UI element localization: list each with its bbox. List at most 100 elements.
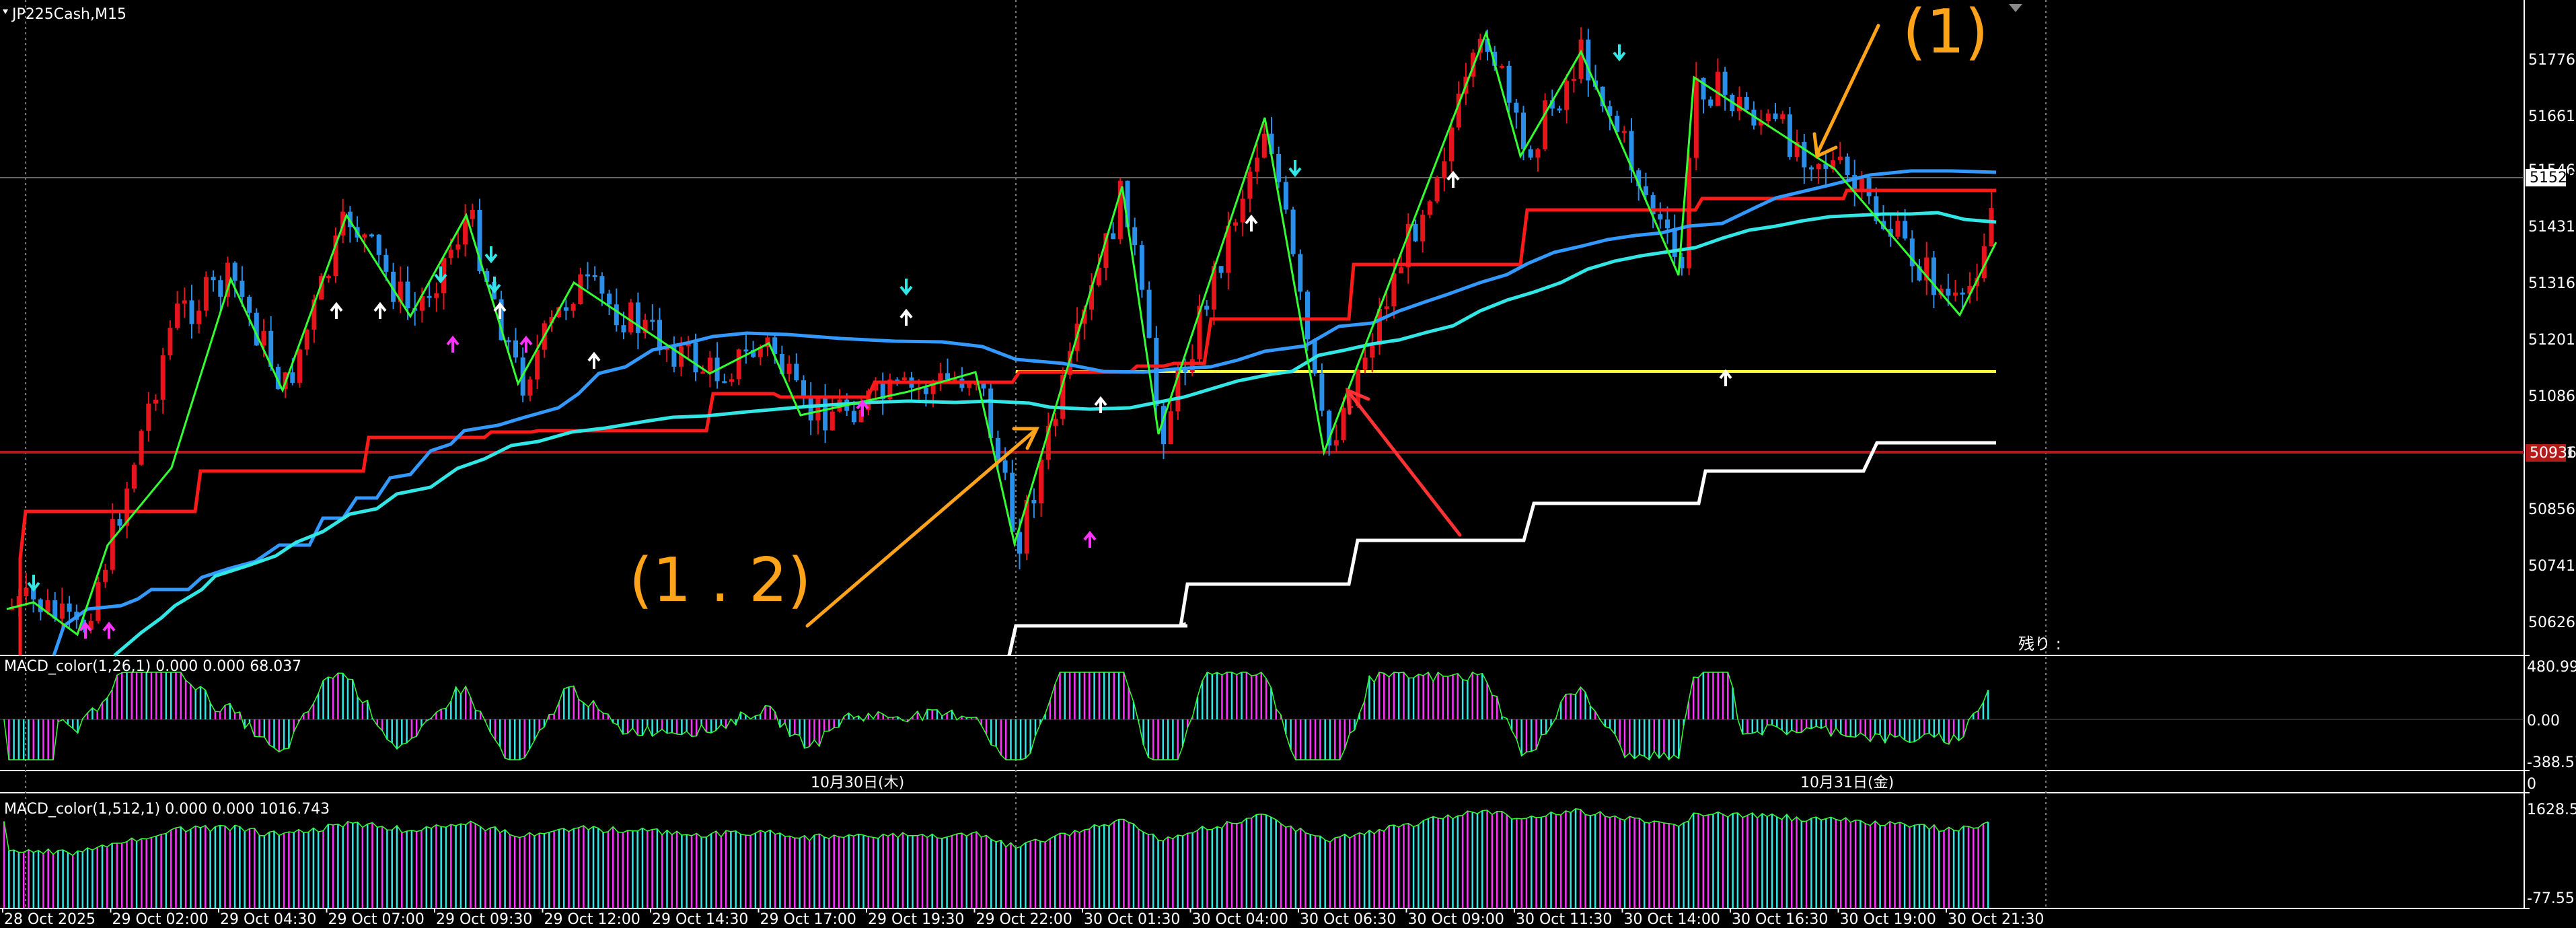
shift-marker-icon[interactable] bbox=[2009, 4, 2022, 12]
candle-body bbox=[1168, 411, 1173, 445]
candle-body bbox=[722, 381, 727, 384]
candle-body bbox=[232, 262, 237, 281]
candle-body bbox=[823, 398, 828, 431]
candle-body bbox=[981, 383, 986, 389]
candle-body bbox=[261, 330, 266, 346]
candle-body bbox=[1794, 141, 1800, 157]
time-tick: 29 Oct 09:30 bbox=[436, 911, 532, 928]
candle-body bbox=[887, 380, 893, 399]
candle-body bbox=[1528, 149, 1533, 158]
candle-body bbox=[679, 346, 684, 367]
candle-body bbox=[160, 355, 165, 400]
candle-body bbox=[247, 297, 252, 313]
candle-body bbox=[1737, 97, 1742, 112]
white-up-arrow-icon bbox=[1446, 170, 1460, 188]
blue-step-line bbox=[52, 169, 1997, 656]
candle-body bbox=[772, 337, 778, 355]
candle-body bbox=[24, 587, 29, 596]
candle-body bbox=[96, 581, 101, 621]
candle-body bbox=[1261, 133, 1267, 158]
candle-body bbox=[1010, 472, 1015, 532]
candle-body bbox=[1715, 71, 1720, 106]
candle-body bbox=[1751, 109, 1757, 126]
candle-body bbox=[779, 354, 784, 374]
candle-body bbox=[9, 608, 14, 610]
candle-body bbox=[175, 304, 180, 328]
candle-body bbox=[938, 373, 943, 384]
candle-body bbox=[1218, 266, 1224, 273]
candle-body bbox=[1089, 285, 1094, 310]
candle-body bbox=[923, 388, 928, 394]
candle-body bbox=[1693, 77, 1699, 158]
candle-body bbox=[1125, 180, 1130, 227]
hist-envelope bbox=[3, 671, 1989, 761]
candle-body bbox=[1571, 79, 1576, 81]
candle-body bbox=[1024, 499, 1029, 554]
candle-body bbox=[391, 271, 396, 302]
candle-body bbox=[470, 209, 475, 219]
candle-body bbox=[211, 277, 216, 281]
candle-body bbox=[1175, 368, 1181, 412]
cyan-down-arrow-icon bbox=[1613, 44, 1626, 62]
candle-body bbox=[1434, 178, 1440, 202]
candle-body bbox=[1658, 214, 1663, 220]
candle-body bbox=[513, 340, 518, 358]
candle-body bbox=[808, 398, 813, 421]
candle-body bbox=[743, 349, 749, 352]
white-up-arrow-icon bbox=[1245, 214, 1258, 231]
candle-body bbox=[146, 403, 151, 431]
candle-body bbox=[736, 349, 741, 380]
candle-body bbox=[1031, 499, 1037, 504]
red-pointer-arrow bbox=[1347, 390, 1462, 537]
between-tick: 0 bbox=[2527, 776, 2536, 793]
candle-body bbox=[455, 244, 461, 250]
candle-body bbox=[1852, 175, 1857, 190]
candle-body bbox=[1117, 180, 1123, 240]
candle-body bbox=[628, 302, 634, 332]
candle-body bbox=[592, 275, 597, 277]
candle-body bbox=[758, 347, 763, 357]
candle-body bbox=[319, 276, 324, 300]
candle-body bbox=[218, 280, 223, 297]
sub-axis: 480.992 0.00 -388.579 0 1628.54 -77.55 bbox=[2527, 659, 2576, 907]
candle-body bbox=[1521, 112, 1526, 149]
candle-body bbox=[599, 276, 605, 294]
candle-body bbox=[1399, 267, 1404, 274]
candle-body bbox=[794, 363, 799, 381]
candle-body bbox=[1319, 373, 1325, 411]
candle-body bbox=[139, 431, 144, 465]
candle-body bbox=[168, 328, 173, 356]
candle-body bbox=[1924, 257, 1929, 281]
candle-body bbox=[973, 383, 979, 386]
time-tick: 29 Oct 04:30 bbox=[220, 911, 316, 928]
candle-body bbox=[549, 317, 554, 324]
candle-body bbox=[1111, 233, 1116, 240]
candle-body bbox=[225, 262, 230, 297]
candle-body bbox=[563, 307, 568, 311]
candle-body bbox=[1290, 209, 1296, 254]
candle-body bbox=[1953, 292, 1958, 296]
candle-body bbox=[1946, 288, 1951, 296]
candle-body bbox=[995, 437, 1000, 461]
dropdown-icon[interactable] bbox=[3, 9, 8, 14]
candle-body bbox=[967, 384, 972, 388]
magenta-up-arrow-icon bbox=[856, 399, 869, 417]
candle-body bbox=[578, 274, 583, 304]
candle-body bbox=[1643, 186, 1648, 196]
candle-body bbox=[1816, 164, 1821, 170]
hand-annotations: (1) (1 . 2) bbox=[629, 0, 1989, 628]
time-tick: 30 Oct 16:30 bbox=[1732, 911, 1828, 928]
candle-body bbox=[1096, 267, 1101, 286]
candle-body bbox=[765, 337, 770, 348]
candle-body bbox=[1341, 408, 1346, 441]
candle-body bbox=[1586, 39, 1591, 81]
candle-body bbox=[1269, 133, 1274, 154]
candle-body bbox=[621, 325, 626, 332]
candle-body bbox=[945, 373, 950, 380]
candle-body bbox=[1103, 233, 1109, 268]
candle-body bbox=[383, 254, 389, 272]
candle-body bbox=[1002, 460, 1008, 473]
sub1-tick: -388.579 bbox=[2527, 754, 2576, 771]
candle-body bbox=[31, 587, 36, 600]
